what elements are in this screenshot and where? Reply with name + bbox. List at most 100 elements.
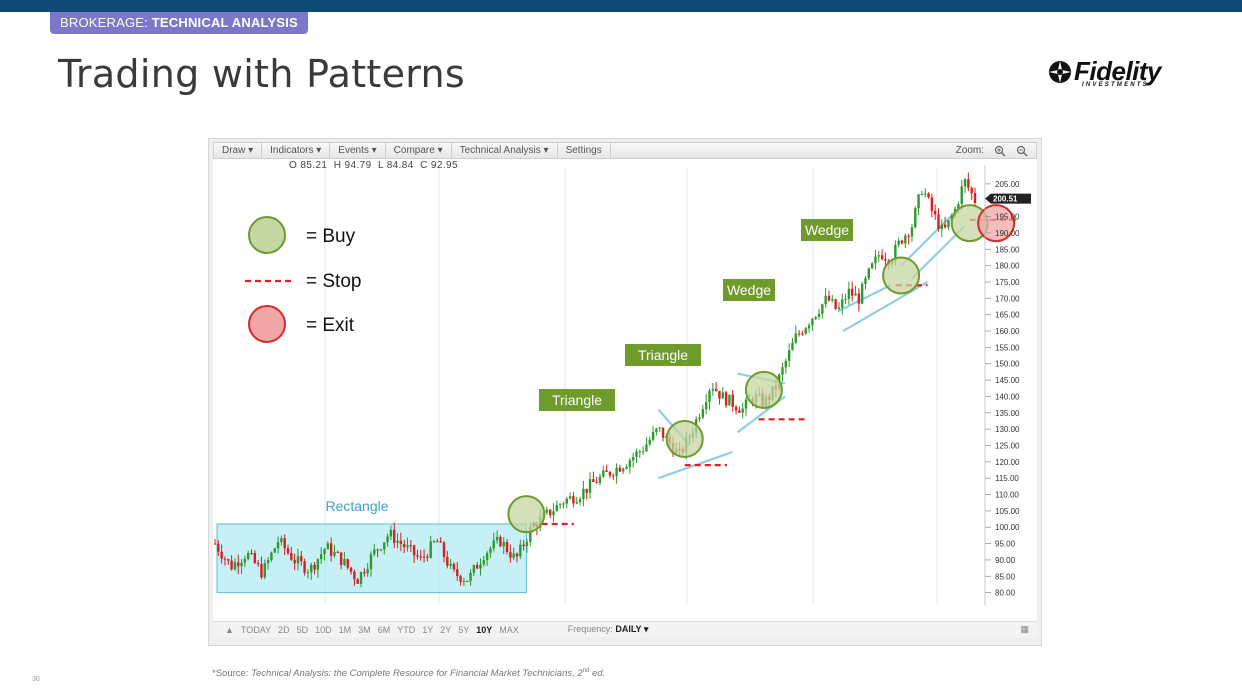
candle-body [894, 244, 897, 262]
candle-body [714, 388, 718, 391]
candle-body [625, 466, 628, 469]
y-tick-label: 165.00 [995, 311, 1020, 320]
candle-body [310, 564, 313, 573]
wedge-1-label: Wedge [727, 282, 771, 298]
frequency-selector[interactable]: Frequency: DAILY ▾ [567, 624, 649, 634]
candle-body [240, 562, 243, 567]
candle-body [426, 556, 429, 558]
candle-body [900, 240, 904, 244]
candle-body [917, 194, 920, 209]
candle-body [339, 552, 343, 565]
candle-body [817, 313, 821, 317]
y-tick-label: 175.00 [995, 278, 1020, 287]
candle-body [927, 193, 930, 198]
candle-body [323, 549, 326, 555]
triangle-2-label-box [625, 344, 701, 366]
candle-body [731, 394, 734, 407]
candle-body [651, 431, 655, 440]
candle-body [598, 476, 602, 483]
y-tick-label: 80.00 [995, 589, 1016, 598]
candle-body [363, 572, 366, 574]
candle-body [655, 428, 658, 432]
range-5y[interactable]: 5Y [458, 624, 470, 635]
candle-body [416, 555, 419, 557]
range-today[interactable]: TODAY [240, 624, 272, 635]
candle-body [794, 333, 797, 343]
page-title: Trading with Patterns [58, 52, 466, 96]
candle-body [475, 565, 479, 569]
candle-body [422, 556, 426, 558]
candle-body [227, 559, 230, 561]
page-number: 30 [32, 676, 40, 683]
candle-body [844, 298, 847, 300]
chart-toolbar: Draw ▾ Indicators ▾ Events ▾ Compare ▾ T… [213, 142, 1037, 159]
zoom-in-icon[interactable] [994, 145, 1006, 157]
y-tick-label: 135.00 [995, 409, 1020, 418]
candle-body [605, 470, 608, 472]
candle-body [585, 488, 588, 493]
candle-body [446, 556, 449, 566]
candle-body [631, 456, 635, 461]
candle-body [472, 565, 476, 573]
compare-menu[interactable]: Compare ▾ [386, 143, 452, 158]
candle-body [963, 179, 967, 187]
range-1y[interactable]: 1Y [422, 624, 434, 635]
candle-body [343, 559, 346, 565]
candle-body [376, 549, 379, 551]
ohlc-readout: O 85.21 H 94.79 L 84.84 C 92.95 [289, 160, 458, 171]
candle-body [409, 545, 413, 547]
candle-body [612, 475, 615, 477]
price-chart: Rectangle Triangle Triangle Wedge Wedge 205.… [213, 165, 1031, 605]
range-3m[interactable]: 3M [358, 624, 371, 635]
range-10d[interactable]: 10D [315, 624, 332, 635]
settings-menu[interactable]: Settings [558, 143, 611, 158]
indicators-menu[interactable]: Indicators ▾ [262, 143, 331, 158]
buy-marker [665, 419, 704, 458]
draw-menu[interactable]: Draw ▾ [214, 143, 263, 158]
candle-body [402, 543, 406, 548]
candle-body [412, 545, 416, 556]
y-tick-label: 110.00 [995, 491, 1019, 500]
candle-body [973, 193, 977, 203]
range-2y[interactable]: 2Y [440, 624, 452, 635]
technical-analysis-menu[interactable]: Technical Analysis ▾ [452, 143, 558, 158]
candle-body [562, 503, 565, 505]
y-tick-label: 125.00 [995, 441, 1020, 450]
candle-body [479, 564, 482, 569]
candle-body [525, 541, 529, 546]
buy-marker [507, 495, 546, 534]
logo-subtext: INVESTMENTS [1082, 82, 1149, 88]
candle-body [930, 197, 934, 211]
range-10y[interactable]: 10Y [476, 624, 493, 635]
range-ytd[interactable]: YTD [397, 624, 416, 635]
range-2d[interactable]: 2D [278, 624, 290, 635]
triangle-2-label: Triangle [638, 347, 688, 363]
legend-exit-icon [248, 305, 286, 343]
y-tick-label: 190.00 [995, 229, 1020, 238]
candle-body [565, 498, 568, 504]
candle-body [485, 552, 489, 561]
events-menu[interactable]: Events ▾ [330, 143, 386, 158]
wedge-2-label: Wedge [805, 222, 849, 238]
candle-body [233, 562, 237, 570]
y-tick-label: 95.00 [995, 540, 1016, 549]
candle-body [406, 545, 409, 548]
range-1m[interactable]: 1M [338, 624, 352, 635]
source-footnote: *Source: Technical Analysis: the Complet… [212, 668, 606, 680]
candle-body [857, 293, 861, 304]
candle-body [246, 553, 250, 559]
calendar-icon[interactable]: ▦ [1020, 624, 1029, 634]
candle-body [734, 406, 738, 411]
range-max[interactable]: MAX [499, 624, 519, 635]
range-5d[interactable]: 5D [296, 624, 309, 635]
candle-body [910, 227, 914, 237]
candle-body [217, 543, 220, 552]
fidelity-logo: Fidelity INVESTMENTS [1046, 56, 1196, 94]
collapse-arrow-icon[interactable]: ▲ [225, 624, 234, 635]
y-tick-label: 90.00 [995, 556, 1016, 565]
y-tick-label: 185.00 [995, 245, 1020, 254]
candle-body [638, 451, 642, 453]
range-6m[interactable]: 6M [377, 624, 391, 635]
candle-body [807, 325, 811, 329]
zoom-out-icon[interactable] [1016, 145, 1028, 157]
